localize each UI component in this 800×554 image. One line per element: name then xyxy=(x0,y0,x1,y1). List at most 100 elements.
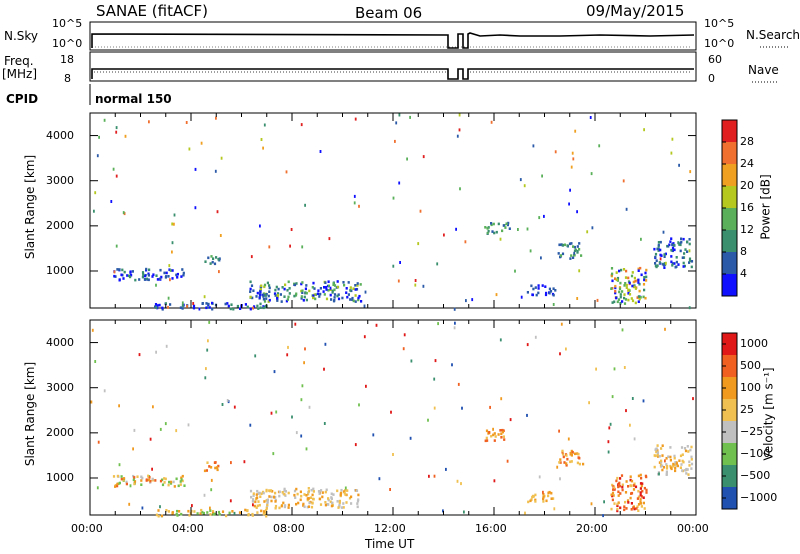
scatter-cell xyxy=(677,263,680,266)
scatter-cell xyxy=(637,295,640,298)
scatter-cell xyxy=(266,498,269,502)
scatter-cell xyxy=(549,290,553,293)
scatter-cell xyxy=(263,500,266,503)
scatter-cell xyxy=(206,348,209,352)
colorbar-tick-label: −1000 xyxy=(740,491,778,504)
scatter-cell xyxy=(249,489,253,493)
scatter-cell xyxy=(181,307,184,310)
scatter-cell xyxy=(547,494,550,498)
scatter-cell xyxy=(630,479,634,483)
scatter-cell xyxy=(120,477,123,481)
scatter-cell xyxy=(557,252,560,255)
scatter-cell xyxy=(665,261,667,265)
scatter-cell xyxy=(657,243,660,247)
scatter-cell xyxy=(270,499,273,503)
scatter-cell xyxy=(251,296,254,300)
scatter-cell xyxy=(634,287,637,290)
nsearch-label: N.Search xyxy=(746,28,800,42)
scatter-cell xyxy=(276,294,279,297)
scatter-cell xyxy=(264,509,268,512)
scatter-cell xyxy=(644,474,647,478)
scatter-cell xyxy=(464,240,467,244)
scatter-cell xyxy=(673,262,676,265)
scatter-cell xyxy=(262,146,264,150)
scatter-cell xyxy=(537,291,540,295)
scatter-cell xyxy=(517,228,519,231)
scatter-cell xyxy=(637,509,640,512)
scatter-cell xyxy=(308,289,311,293)
scatter-cell xyxy=(682,460,685,464)
scatter-cell xyxy=(394,139,396,143)
colorbar-segment xyxy=(722,252,737,275)
scatter-cell xyxy=(122,277,125,280)
scatter-cell xyxy=(193,510,196,513)
axes-ticks xyxy=(89,113,697,515)
scatter-cell xyxy=(312,497,315,501)
scatter-cell xyxy=(93,209,95,213)
colorbar-segment xyxy=(722,333,737,356)
scatter-cell xyxy=(291,415,293,419)
scatter-cell xyxy=(114,485,117,488)
scatter-cell xyxy=(333,296,336,299)
scatter-cell xyxy=(395,121,398,125)
y-tick-label: 2000 xyxy=(46,218,74,232)
scatter-cell xyxy=(534,335,537,339)
scatter-cell xyxy=(300,282,303,286)
scatter-cell xyxy=(283,287,286,291)
scatter-cell xyxy=(644,271,647,275)
scatter-cell xyxy=(445,467,447,471)
scatter-cell xyxy=(118,278,121,281)
scatter-cell xyxy=(389,488,391,491)
scatter-cell xyxy=(281,286,284,289)
scatter-cell xyxy=(263,285,266,289)
scatter-cell xyxy=(672,462,675,466)
scatter-cell xyxy=(149,437,152,441)
scatter-cell xyxy=(337,297,341,301)
scatter-cell xyxy=(665,457,668,460)
scatter-cell xyxy=(490,223,493,227)
scatter-cell xyxy=(312,490,315,493)
scatter-cell xyxy=(633,507,636,511)
scatter-cell xyxy=(192,304,196,308)
scatter-cell xyxy=(259,290,262,293)
scatter-cell xyxy=(349,298,352,301)
scatter-cell xyxy=(503,438,506,441)
scatter-cell xyxy=(625,269,628,273)
scatter-cell xyxy=(548,291,551,295)
scatter-cell xyxy=(171,250,173,254)
scatter-cell xyxy=(616,276,620,280)
scatter-cell xyxy=(667,455,670,458)
scatter-cell xyxy=(249,280,252,284)
scatter-cell xyxy=(303,295,306,299)
scatter-cell xyxy=(250,495,253,499)
scatter-cell xyxy=(171,277,174,280)
scatter-cell xyxy=(270,495,273,499)
scatter-cell xyxy=(573,253,576,257)
scatter-cell xyxy=(573,245,576,249)
scatter-cell xyxy=(199,512,202,515)
scatter-cell xyxy=(500,432,503,436)
scatter-cell xyxy=(681,453,684,456)
scatter-cell xyxy=(670,248,673,252)
scatter-cell xyxy=(255,493,258,496)
scatter-cell xyxy=(645,275,648,279)
scatter-cell xyxy=(623,508,626,512)
scatter-cell xyxy=(264,511,267,515)
scatter-cell xyxy=(559,477,561,481)
scatter-cell xyxy=(336,500,339,503)
scatter-cell xyxy=(683,252,686,255)
scatter-cell xyxy=(612,494,615,497)
scatter-cell xyxy=(685,467,688,471)
scatter-cell xyxy=(617,490,620,494)
scatter-cell xyxy=(541,284,544,287)
scatter-cell xyxy=(665,470,668,474)
scatter-cell xyxy=(682,261,685,265)
scatter-cell xyxy=(670,151,673,155)
colorbar-tick-label: −100 xyxy=(740,447,771,460)
scatter-cell xyxy=(244,303,247,306)
scatter-cell xyxy=(499,429,502,432)
scatter-cell xyxy=(688,249,691,253)
scatter-cell xyxy=(485,429,489,433)
scatter-cell xyxy=(623,284,626,287)
scatter-cell xyxy=(338,499,341,503)
